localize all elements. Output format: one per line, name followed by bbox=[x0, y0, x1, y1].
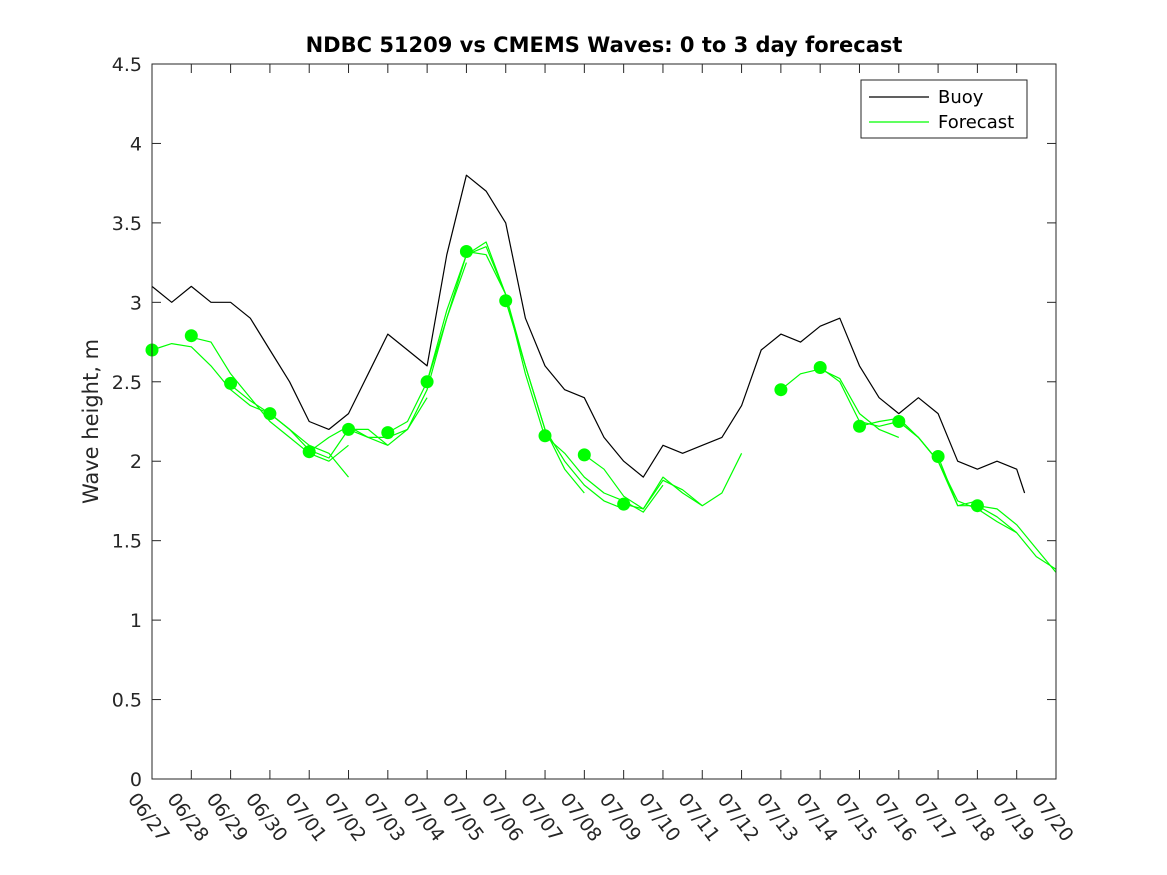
forecast-line-6 bbox=[387, 241, 507, 434]
y-tick-label: 0.5 bbox=[112, 690, 142, 712]
forecast-line-7 bbox=[426, 246, 546, 438]
forecast-line-9 bbox=[505, 300, 624, 510]
y-tick-label: 3.5 bbox=[112, 213, 142, 235]
y-tick-label: 4 bbox=[130, 133, 142, 155]
forecast-line-17 bbox=[937, 456, 1057, 570]
forecast-marker bbox=[224, 376, 238, 390]
forecast-line-1 bbox=[191, 336, 349, 462]
forecast-marker bbox=[184, 329, 198, 343]
forecast-marker bbox=[892, 415, 906, 428]
y-tick-label: 0 bbox=[130, 769, 142, 791]
forecast-marker bbox=[263, 407, 277, 421]
forecast-marker bbox=[342, 422, 355, 436]
buoy-line bbox=[151, 174, 1026, 494]
chart-title: NDBC 51209 vs CMEMS Waves: 0 to 3 day fo… bbox=[306, 33, 903, 57]
y-tick-label: 1 bbox=[130, 610, 142, 632]
y-tick-label: 1.5 bbox=[112, 531, 142, 553]
forecast-marker bbox=[538, 429, 552, 443]
forecast-line-0 bbox=[151, 343, 271, 415]
forecast-marker bbox=[853, 419, 866, 433]
forecast-marker bbox=[499, 294, 513, 308]
y-tick-label: 4.5 bbox=[112, 54, 142, 76]
forecast-line-13 bbox=[780, 368, 900, 438]
forecast-line-3 bbox=[269, 413, 389, 459]
forecast-line-16 bbox=[898, 421, 1017, 534]
plot-area bbox=[152, 64, 1056, 779]
series-layer bbox=[145, 174, 1057, 573]
legend-label-forecast: Forecast bbox=[938, 112, 1014, 133]
forecast-line-12 bbox=[623, 453, 743, 510]
forecast-line-18 bbox=[977, 505, 1057, 573]
legend-label-buoy: Buoy bbox=[938, 87, 984, 108]
y-tick-label: 3 bbox=[130, 292, 142, 314]
forecast-line-10 bbox=[544, 435, 664, 513]
forecast-marker bbox=[420, 375, 434, 389]
forecast-marker bbox=[970, 499, 984, 513]
legend: Buoy Forecast bbox=[860, 79, 1028, 139]
forecast-marker bbox=[577, 448, 591, 462]
forecast-marker bbox=[617, 497, 631, 511]
forecast-marker bbox=[302, 445, 316, 459]
y-tick-label: 2.5 bbox=[112, 372, 142, 394]
forecast-marker bbox=[774, 383, 788, 397]
forecast-marker bbox=[813, 361, 827, 374]
forecast-marker bbox=[459, 245, 473, 258]
legend-box bbox=[860, 79, 1028, 139]
forecast-marker bbox=[931, 450, 945, 463]
y-axis-label: Wave height, m bbox=[79, 339, 103, 504]
forecast-marker bbox=[381, 426, 395, 440]
y-tick-label: 2 bbox=[130, 451, 142, 473]
axes-box bbox=[151, 63, 1057, 780]
